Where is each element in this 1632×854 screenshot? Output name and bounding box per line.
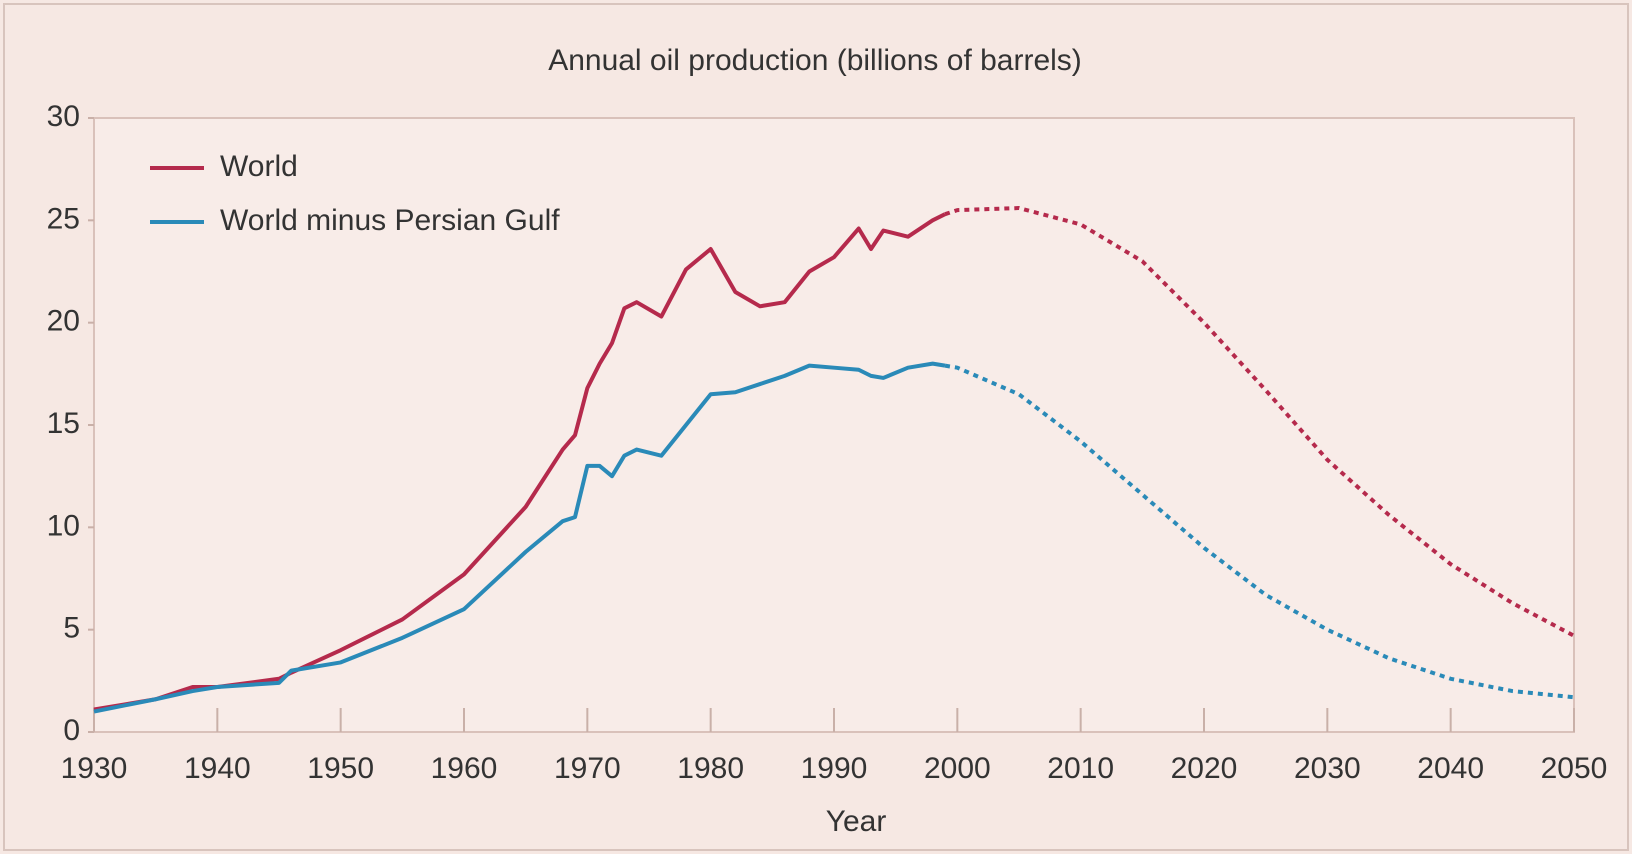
y-tick-label: 20 [47,305,80,338]
x-tick-label: 1950 [307,752,374,785]
y-tick-label: 5 [63,612,80,645]
x-tick-label: 2010 [1047,752,1114,785]
chart-title: Annual oil production (billions of barre… [548,44,1082,77]
y-tick-label: 30 [47,100,80,133]
x-tick-label: 1960 [431,752,498,785]
x-tick-label: 2040 [1417,752,1484,785]
y-tick-label: 25 [47,202,80,235]
x-tick-label: 1970 [554,752,621,785]
x-tick-label: 1930 [61,752,128,785]
y-tick-label: 15 [47,407,80,440]
x-tick-label: 1980 [677,752,744,785]
x-tick-label: 2050 [1541,752,1608,785]
y-tick-label: 10 [47,509,80,542]
legend-label: World [220,150,298,183]
x-tick-label: 2020 [1171,752,1238,785]
forecast-line [944,206,1575,638]
legend-label: World minus Persian Gulf [220,204,560,237]
x-tick-label: 1990 [801,752,868,785]
series-line [93,361,946,714]
x-axis-label: Year [826,805,887,838]
x-tick-label: 2030 [1294,752,1361,785]
forecast-line [944,363,1575,700]
y-tick-label: 0 [63,714,80,747]
plot-area [93,117,1575,733]
x-tick-label: 1940 [184,752,251,785]
x-tick-label: 2000 [924,752,991,785]
